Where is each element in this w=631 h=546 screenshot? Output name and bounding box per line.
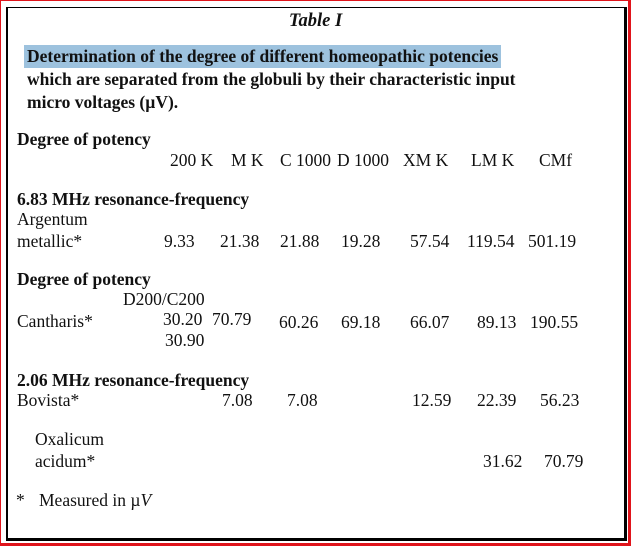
cell-value: 22.39	[477, 390, 517, 410]
section-title: Degree of potency	[17, 269, 151, 289]
section-title: 2.06 MHz resonance-frequency	[17, 370, 250, 390]
cell-value: 31.62	[483, 451, 523, 471]
row-name-line-2: acidum*	[35, 451, 96, 471]
cell-value: 30.20	[163, 309, 203, 329]
page-outer-border-bottom	[0, 543, 631, 545]
cell-value: 7.08	[287, 390, 318, 410]
degree-of-potency-label: Degree of potency	[17, 129, 151, 149]
row-name-line-1: Argentum	[17, 209, 88, 229]
section-title: 6.83 MHz resonance-frequency	[17, 189, 250, 209]
table-title: Table I	[288, 11, 343, 31]
cell-value: 12.59	[412, 390, 452, 410]
row-name: Bovista*	[17, 390, 80, 410]
column-header: 200 K	[170, 150, 214, 170]
cell-extra-value: 30.90	[165, 330, 205, 350]
footnote-unit: V	[140, 490, 152, 510]
cell-value: 57.54	[410, 231, 450, 251]
table-frame	[6, 7, 627, 541]
row-name-line-2: metallic*	[17, 231, 83, 251]
cell-value: 69.18	[341, 312, 381, 332]
cell-value: 7.08	[222, 390, 253, 410]
column-header: XM K	[403, 150, 449, 170]
column-header: D 1000	[337, 150, 390, 170]
column-header: CMf	[539, 150, 573, 170]
footnote-text: Measured in µ	[39, 490, 141, 510]
cell-value: 9.33	[164, 231, 195, 251]
cell-value: 70.79	[544, 451, 584, 471]
cell-value: 66.07	[410, 312, 450, 332]
cell-value: 89.13	[477, 312, 517, 332]
cell-value: 19.28	[341, 231, 381, 251]
caption-line-3: micro voltages (µV).	[27, 92, 179, 112]
column-header: C 1000	[280, 150, 332, 170]
cell-value: 70.79	[212, 309, 252, 329]
row-name-line-1: Oxalicum	[35, 429, 105, 449]
footnote-text-wrap: Measured in µV	[39, 490, 151, 510]
sub-header: D200/C200	[123, 289, 205, 309]
cell-value: 60.26	[279, 312, 319, 332]
cell-value: 56.23	[540, 390, 580, 410]
page-outer-border-right	[628, 0, 630, 546]
column-header: LM K	[471, 150, 515, 170]
cell-value: 21.38	[220, 231, 260, 251]
column-header: M K	[231, 150, 264, 170]
caption-line-2: which are separated from the globuli by …	[27, 69, 516, 89]
cell-value: 501.19	[528, 231, 577, 251]
footnote-marker: *	[16, 490, 25, 510]
cell-value: 21.88	[280, 231, 320, 251]
cell-value: 119.54	[467, 231, 515, 251]
caption-line-1-highlighted[interactable]: Determination of the degree of different…	[24, 45, 502, 68]
row-name: Cantharis*	[17, 311, 93, 331]
cell-value: 190.55	[530, 312, 579, 332]
